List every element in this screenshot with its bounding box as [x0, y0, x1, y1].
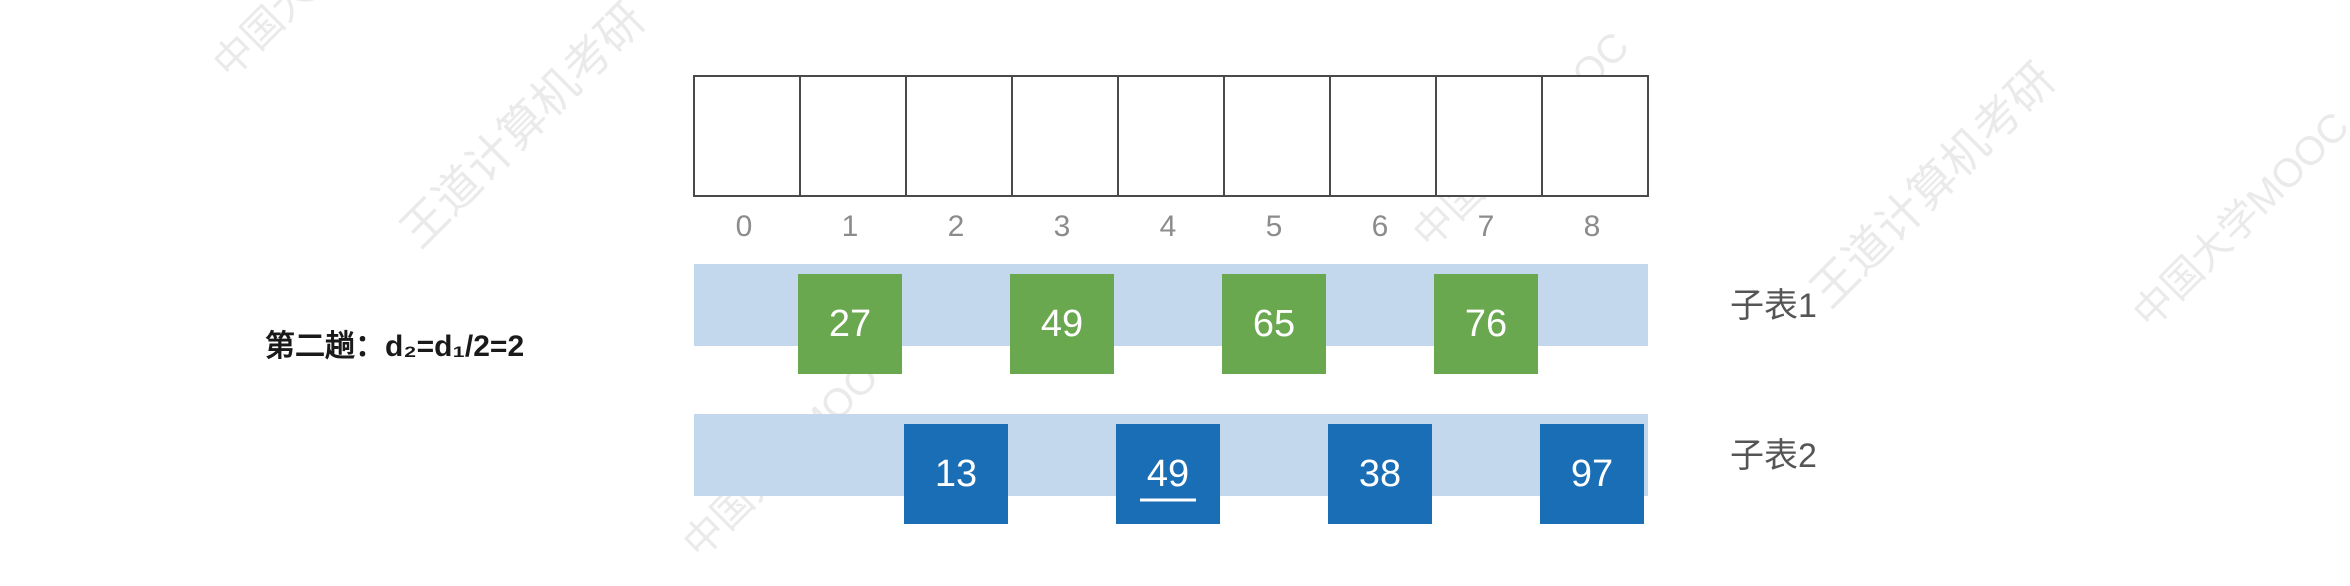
value-box — [904, 424, 1008, 524]
index-label: 7 — [1478, 210, 1495, 243]
index-label: 1 — [842, 210, 859, 243]
value-label: 13 — [935, 453, 977, 495]
svg-text:王道计算机考研: 王道计算机考研 — [1800, 53, 2064, 317]
value-box — [798, 274, 902, 374]
value-label: 49 — [1041, 303, 1083, 345]
index-label: 2 — [948, 210, 965, 243]
svg-text:中国大学MOOC: 中国大学MOOC — [205, 0, 437, 86]
array-cells — [693, 75, 1649, 197]
index-label: 6 — [1372, 210, 1389, 243]
index-label: 4 — [1160, 210, 1177, 243]
array-cell — [1223, 75, 1331, 197]
sublist-label: 子表1 — [1730, 287, 1817, 325]
value-box — [1540, 424, 1644, 524]
value-label: 97 — [1571, 453, 1613, 495]
value-box — [1328, 424, 1432, 524]
value-label: 76 — [1465, 303, 1507, 345]
index-labels: 0 1 2 3 4 5 6 7 8 — [736, 210, 1601, 243]
array-cell — [799, 75, 907, 197]
index-label: 5 — [1266, 210, 1283, 243]
sublists: 27 49 65 76 子表1 13 49 38 97 子表2 — [694, 264, 1817, 524]
value-label: 38 — [1359, 453, 1401, 495]
array-cell — [1117, 75, 1225, 197]
array-cell — [1435, 75, 1543, 197]
index-label: 8 — [1584, 210, 1601, 243]
value-box — [1222, 274, 1326, 374]
array-cell — [1011, 75, 1119, 197]
index-label: 3 — [1054, 210, 1071, 243]
svg-text:中国大学MOOC: 中国大学MOOC — [2125, 104, 2350, 336]
svg-text:王道计算机考研: 王道计算机考研 — [390, 0, 654, 257]
value-label: 27 — [829, 303, 871, 345]
array-cell — [693, 75, 801, 197]
array-cell — [1541, 75, 1649, 197]
array-cell — [1329, 75, 1437, 197]
index-label: 0 — [736, 210, 753, 243]
value-box — [1434, 274, 1538, 374]
value-label: 65 — [1253, 303, 1295, 345]
pass-label: 第二趟：d₂=d₁/2=2 — [265, 329, 524, 363]
value-box — [1116, 424, 1220, 524]
array-cell — [905, 75, 1013, 197]
sublist-label: 子表2 — [1730, 437, 1817, 475]
value-label: 49 — [1147, 453, 1189, 495]
value-box — [1010, 274, 1114, 374]
